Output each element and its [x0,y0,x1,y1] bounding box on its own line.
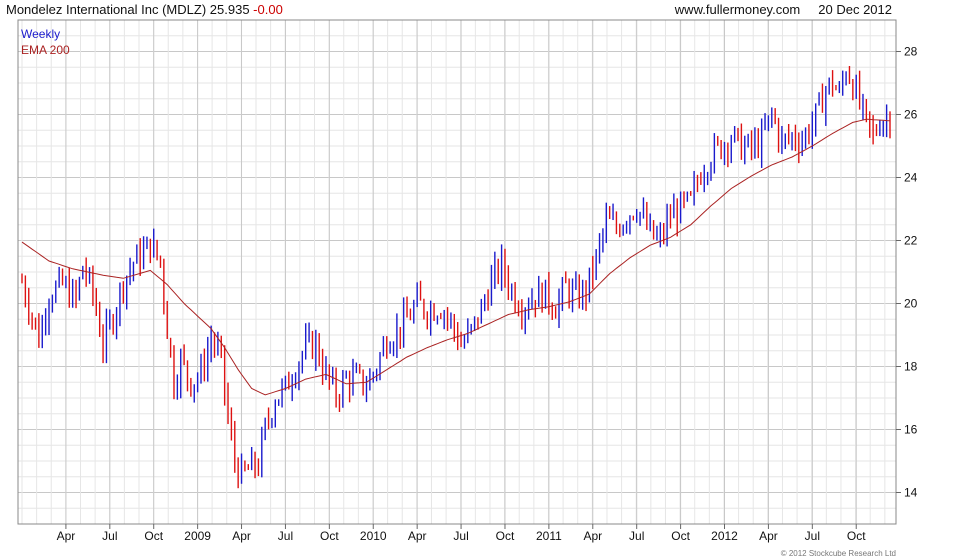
legend-ema-200: EMA 200 [21,43,70,57]
last-price: 25.935 [209,2,250,17]
x-tick-label: Apr [759,529,778,543]
chart-title: Mondelez International Inc (MDLZ) 25.935… [6,2,283,17]
plot-frame [17,19,897,525]
legend-weekly: Weekly [21,27,61,41]
x-tick-label: 2011 [536,529,562,543]
x-tick-label: 2009 [184,529,211,543]
x-tick-label: Apr [408,529,427,543]
y-tick-label: 16 [904,423,918,437]
x-tick-label: Jul [629,529,644,543]
x-tick-label: Oct [847,529,866,543]
y-tick-label: 22 [904,234,918,248]
x-tick-label: 2010 [360,529,387,543]
axis-ticks [65,51,901,529]
y-tick-label: 28 [904,45,918,59]
x-tick-label: Jul [278,529,293,543]
x-tick-label: Oct [496,529,515,543]
x-tick-label: Jul [102,529,117,543]
x-tick-label: Apr [583,529,602,543]
x-tick-label: 2012 [711,529,738,543]
x-tick-label: Apr [232,529,251,543]
website-link[interactable]: www.fullermoney.com [674,2,801,17]
chart-grid [18,20,896,524]
x-tick-label: Oct [671,529,690,543]
chart-date: 20 Dec 2012 [818,2,892,17]
x-tick-label: Jul [805,529,820,543]
y-tick-label: 26 [904,108,918,122]
candlestick-series [21,65,891,489]
x-axis-labels: Apr Jul Oct 2009 Apr Jul Oct 2010 Apr Jul Oct 2011 A… [57,529,867,543]
y-axis-labels: 14 16 18 20 22 24 26 28 [904,45,918,500]
y-tick-label: 18 [904,360,918,374]
price-change: -0.00 [253,2,283,17]
x-tick-label: Jul [453,529,468,543]
ema-200-line [21,118,891,396]
x-tick-label: Oct [320,529,339,543]
instrument-name: Mondelez International Inc (MDLZ) [6,2,207,17]
y-tick-label: 14 [904,486,918,500]
x-tick-label: Apr [57,529,76,543]
y-tick-label: 24 [904,171,918,185]
copyright-notice: © 2012 Stockcube Research Ltd [780,549,896,558]
chart-source: www.fullermoney.com 20 Dec 2012 [675,2,892,17]
y-tick-label: 20 [904,297,918,311]
x-tick-label: Oct [144,529,163,543]
